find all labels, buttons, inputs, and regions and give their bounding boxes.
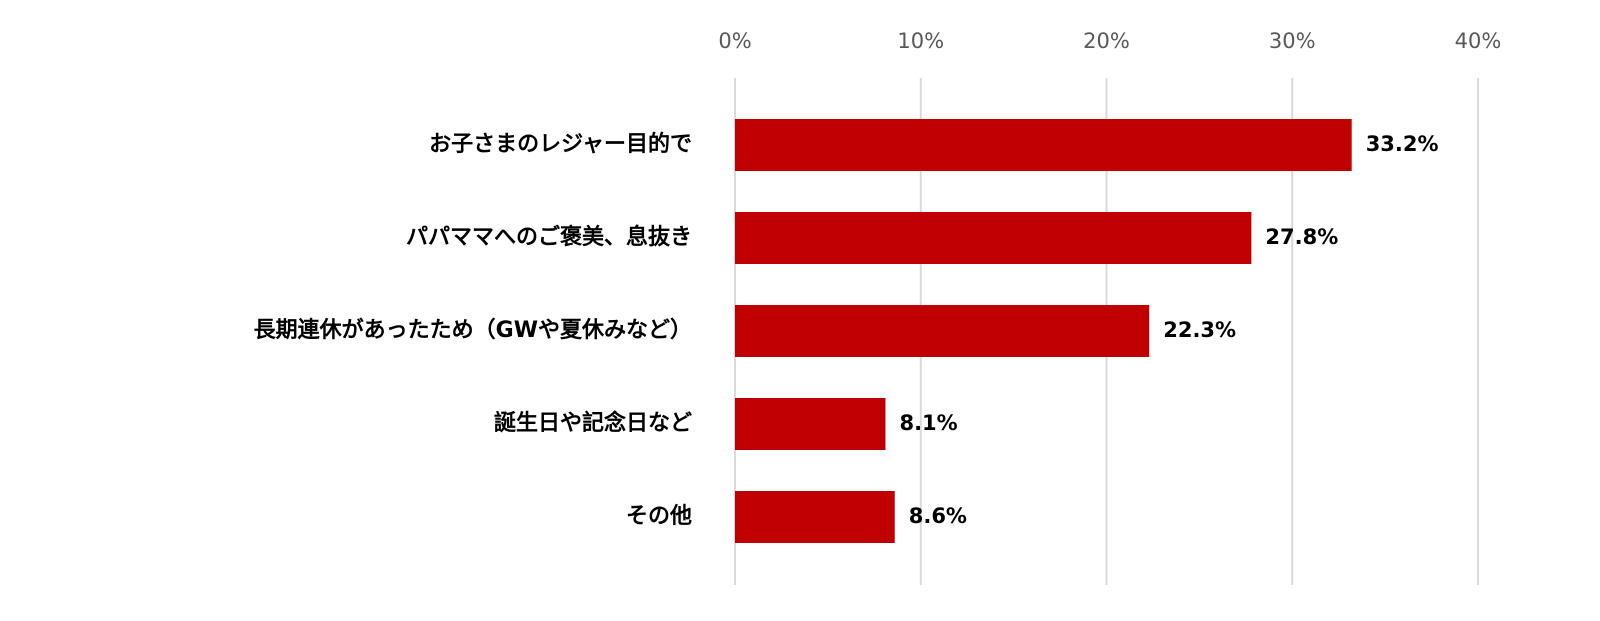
data-label: 22.3%	[1163, 318, 1236, 342]
data-label: 33.2%	[1366, 132, 1439, 156]
category-label: 長期連休があったため（GWや夏休みなど）	[254, 317, 692, 343]
bar	[735, 119, 1352, 171]
bar	[735, 212, 1252, 264]
data-label: 8.1%	[899, 411, 957, 435]
data-labels: 33.2% 27.8% 22.3% 8.1% 8.6%	[899, 132, 1438, 528]
bar	[735, 305, 1150, 357]
category-label: パパママへのご褒美、息抜き	[406, 224, 692, 250]
bar	[735, 491, 895, 543]
x-tick-label: 30%	[1269, 29, 1316, 53]
category-label: その他	[626, 504, 692, 529]
x-axis-tick-labels: 0% 10% 20% 30% 40%	[718, 29, 1501, 53]
category-label: お子さまのレジャー目的で	[429, 131, 692, 157]
category-labels: お子さまのレジャー目的でパパママへのご褒美、息抜き長期連休があったため（GWや夏…	[254, 131, 692, 529]
data-label: 27.8%	[1265, 225, 1338, 249]
x-tick-label: 20%	[1083, 29, 1130, 53]
bar	[735, 398, 886, 450]
x-tick-label: 10%	[897, 29, 944, 53]
x-tick-label: 0%	[718, 29, 751, 53]
category-label: 誕生日や記念日など	[494, 410, 692, 436]
x-tick-label: 40%	[1455, 29, 1502, 53]
data-label: 8.6%	[909, 504, 967, 528]
bars	[735, 119, 1352, 543]
